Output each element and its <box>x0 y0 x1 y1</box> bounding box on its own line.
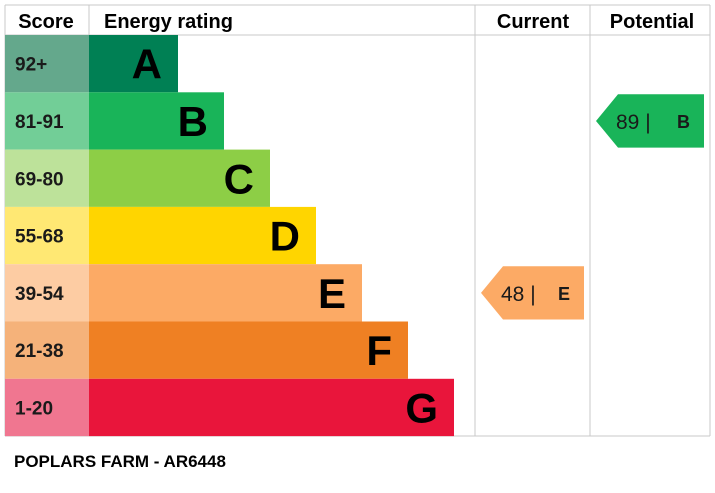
band-score-label: 69-80 <box>15 169 64 190</box>
band-g: 1-20 G <box>5 378 454 437</box>
header-potential: Potential <box>610 11 694 33</box>
potential-rating-value: 89 | <box>616 111 651 134</box>
current-rating: 48 | E <box>481 266 584 320</box>
band-score-cell <box>5 378 89 437</box>
potential-rating: 89 | B <box>596 94 704 148</box>
band-e: 39-54 E <box>5 264 362 322</box>
header-energy-rating: Energy rating <box>104 11 233 33</box>
property-name: POPLARS FARM - AR6448 <box>14 452 226 471</box>
rating-bands: 92+ A 81-91 B 69-80 C 55-68 D 39-54 E 21-38 F 1-20 G <box>5 35 454 437</box>
band-bar <box>89 264 362 322</box>
potential-rating-arrow <box>596 94 704 148</box>
band-a: 92+ A <box>5 35 178 93</box>
band-letter: B <box>178 98 208 145</box>
band-score-cell <box>5 206 89 265</box>
band-d: 55-68 D <box>5 206 316 265</box>
band-score-cell <box>5 321 89 379</box>
current-rating-arrow <box>481 266 584 320</box>
epc-chart: Score Energy rating Current Potential 92… <box>4 4 711 437</box>
band-score-label: 21-38 <box>15 341 64 362</box>
band-letter: C <box>224 155 254 202</box>
band-score-cell <box>5 92 89 150</box>
band-score-cell <box>5 35 89 93</box>
band-bar <box>89 378 454 437</box>
header-score: Score <box>18 11 74 33</box>
band-letter: E <box>318 270 346 317</box>
band-f: 21-38 F <box>5 321 408 379</box>
band-letter: F <box>366 327 392 374</box>
header-current: Current <box>497 11 570 33</box>
band-b: 81-91 B <box>5 92 224 150</box>
rating-indicators: 48 | E 89 | B <box>481 94 704 320</box>
band-bar <box>89 35 178 93</box>
band-score-label: 39-54 <box>15 284 64 305</box>
current-rating-letter: E <box>558 284 570 304</box>
band-score-cell <box>5 149 89 207</box>
band-letter: A <box>132 41 162 88</box>
band-score-label: 55-68 <box>15 227 64 248</box>
band-c: 69-80 C <box>5 149 270 207</box>
band-score-cell <box>5 264 89 322</box>
band-letter: D <box>270 213 300 260</box>
band-bar <box>89 92 224 150</box>
band-score-label: 1-20 <box>15 398 53 419</box>
potential-rating-letter: B <box>677 112 690 132</box>
band-bar <box>89 321 408 379</box>
band-bar <box>89 206 316 265</box>
band-bar <box>89 149 270 207</box>
band-score-label: 81-91 <box>15 112 64 133</box>
band-score-label: 92+ <box>15 55 47 76</box>
current-rating-value: 48 | <box>501 283 536 306</box>
band-letter: G <box>405 384 438 431</box>
